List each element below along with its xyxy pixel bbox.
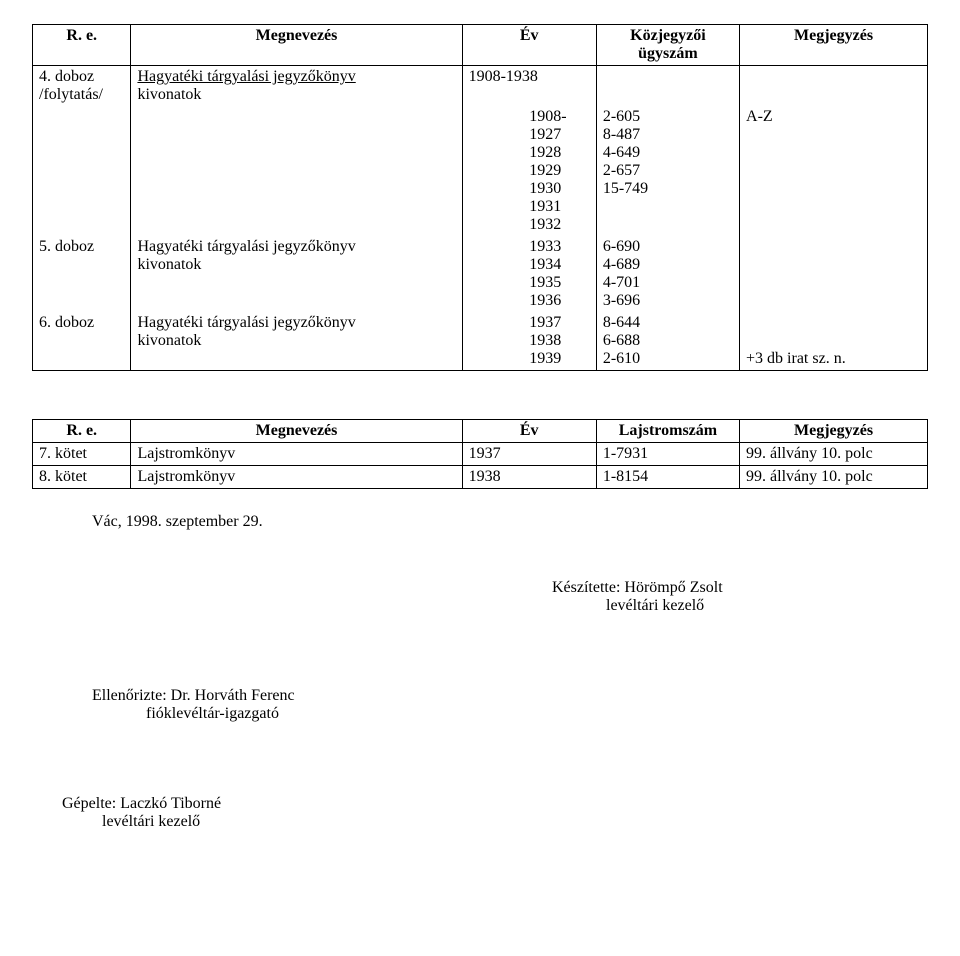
gepelte-l2: levéltári kezelő [62,813,928,831]
th-megnevezes: Megnevezés [131,25,462,66]
cell-mj: +3 db irat sz. n. [740,312,928,371]
cell-megnevezes: Hagyatéki tárgyalási jegyzőkönyv kivonat… [131,236,462,312]
mj: +3 db irat sz. n. [746,350,921,368]
cell-mj: 99. állvány 10. polc [740,443,928,466]
ev: 1928 [529,144,590,162]
cell-re: 8. kötet [33,466,131,489]
table-row: 7. kötet Lajstromkönyv 1937 1-7931 99. á… [33,443,928,466]
cell-ev: 1908-1938 [462,66,596,107]
megn-l2: kivonatok [137,86,455,104]
keszitette-block: Készítette: Hörömpő Zsolt levéltári keze… [552,579,928,615]
cell-re: 6. doboz [33,312,131,371]
cell-megnevezes: Lajstromkönyv [131,443,462,466]
cell-ugy [596,66,739,107]
cell-megnevezes [131,106,462,236]
place-date: Vác, 1998. szeptember 29. [92,513,928,531]
th-ugyszam: Közjegyzői ügyszám [596,25,739,66]
cell-mj: 99. állvány 10. polc [740,466,928,489]
ev: 1929 [529,162,590,180]
table-header-row: R. e. Megnevezés Év Közjegyzői ügyszám M… [33,25,928,66]
ugy: 6-688 [603,332,733,350]
ev: 1938 [529,332,590,350]
ugy: 4-701 [603,274,733,292]
ugy: 6-690 [603,238,733,256]
ugy: 8-487 [603,126,733,144]
cell-ugy: 6-690 4-689 4-701 3-696 [596,236,739,312]
ugy: 15-749 [603,180,733,198]
ugy: 4-649 [603,144,733,162]
th-re: R. e. [33,420,131,443]
th-ev: Év [462,25,596,66]
cell-re: 4. doboz /folytatás/ [33,66,131,107]
re-l1: 4. doboz [39,68,124,86]
table-row: 5. doboz Hagyatéki tárgyalási jegyzőköny… [33,236,928,312]
th-ugyszam-l1: Közjegyzői [603,27,733,45]
cell-ugy: 8-644 6-688 2-610 [596,312,739,371]
cell-ev: 1908-1927 1928 1929 1930 1931 1932 [462,106,596,236]
table-hagyateki: R. e. Megnevezés Év Közjegyzői ügyszám M… [32,24,928,371]
th-lajstrom: Lajstromszám [596,420,739,443]
cell-mj [740,236,928,312]
th-ugyszam-l2: ügyszám [603,45,733,63]
ugy: 4-689 [603,256,733,274]
table-row: 6. doboz Hagyatéki tárgyalási jegyzőköny… [33,312,928,371]
cell-mj: A-Z [740,106,928,236]
gepelte-l1: Gépelte: Laczkó Tiborné [62,795,928,813]
th-megjegyzes: Megjegyzés [740,420,928,443]
cell-re: 5. doboz [33,236,131,312]
ellenorizte-l1: Ellenőrizte: Dr. Horváth Ferenc [92,687,928,705]
th-megjegyzes: Megjegyzés [740,25,928,66]
ev: 1935 [529,274,590,292]
ugy: 3-696 [603,292,733,310]
ugy: 2-605 [603,108,733,126]
th-ev: Év [462,420,596,443]
cell-ev: 1938 [462,466,596,489]
ev: 1931 [529,198,590,216]
mj: A-Z [746,108,921,126]
cell-ugy: 2-605 8-487 4-649 2-657 15-749 [596,106,739,236]
ev: 1930 [529,180,590,198]
keszitette-l2: levéltári kezelő [552,597,928,615]
ugy: 2-610 [603,350,733,368]
table-row: 4. doboz /folytatás/ Hagyatéki tárgyalás… [33,66,928,107]
ellenorizte-block: Ellenőrizte: Dr. Horváth Ferenc fióklevé… [92,687,928,723]
ev: 1934 [529,256,590,274]
ev: 1937 [529,314,590,332]
ev: 1933 [529,238,590,256]
cell-ev: 1933 1934 1935 1936 [462,236,596,312]
table-row: 1908-1927 1928 1929 1930 1931 1932 2-605… [33,106,928,236]
cell-megnevezes: Hagyatéki tárgyalási jegyzőkönyv kivonat… [131,312,462,371]
ellenorizte-l2: fióklevéltár-igazgató [92,705,928,723]
th-re: R. e. [33,25,131,66]
table-lajstrom: R. e. Megnevezés Év Lajstromszám Megjegy… [32,419,928,489]
cell-mj [740,66,928,107]
cell-megnevezes: Lajstromkönyv [131,466,462,489]
megn-l1: Hagyatéki tárgyalási jegyzőkönyv [137,68,455,86]
re-l2: /folytatás/ [39,86,124,104]
gepelte-block: Gépelte: Laczkó Tiborné levéltári kezelő [62,795,928,831]
megn-l1: Hagyatéki tárgyalási jegyzőkönyv [137,314,455,332]
th-megnevezes: Megnevezés [131,420,462,443]
cell-re [33,106,131,236]
cell-megnevezes: Hagyatéki tárgyalási jegyzőkönyv kivonat… [131,66,462,107]
ev: 1908-1927 [529,108,590,144]
ev: 1939 [529,350,590,368]
ugy: 2-657 [603,162,733,180]
table-row: 8. kötet Lajstromkönyv 1938 1-8154 99. á… [33,466,928,489]
ugy: 8-644 [603,314,733,332]
keszitette-l1: Készítette: Hörömpő Zsolt [552,579,928,597]
cell-ev: 1937 [462,443,596,466]
cell-ev: 1937 1938 1939 [462,312,596,371]
ev: 1936 [529,292,590,310]
ev: 1932 [529,216,590,234]
cell-lajstrom: 1-7931 [596,443,739,466]
megn-l2: kivonatok [137,256,455,274]
megn-l1: Hagyatéki tárgyalási jegyzőkönyv [137,238,455,256]
cell-lajstrom: 1-8154 [596,466,739,489]
cell-re: 7. kötet [33,443,131,466]
megn-l2: kivonatok [137,332,455,350]
table-header-row: R. e. Megnevezés Év Lajstromszám Megjegy… [33,420,928,443]
